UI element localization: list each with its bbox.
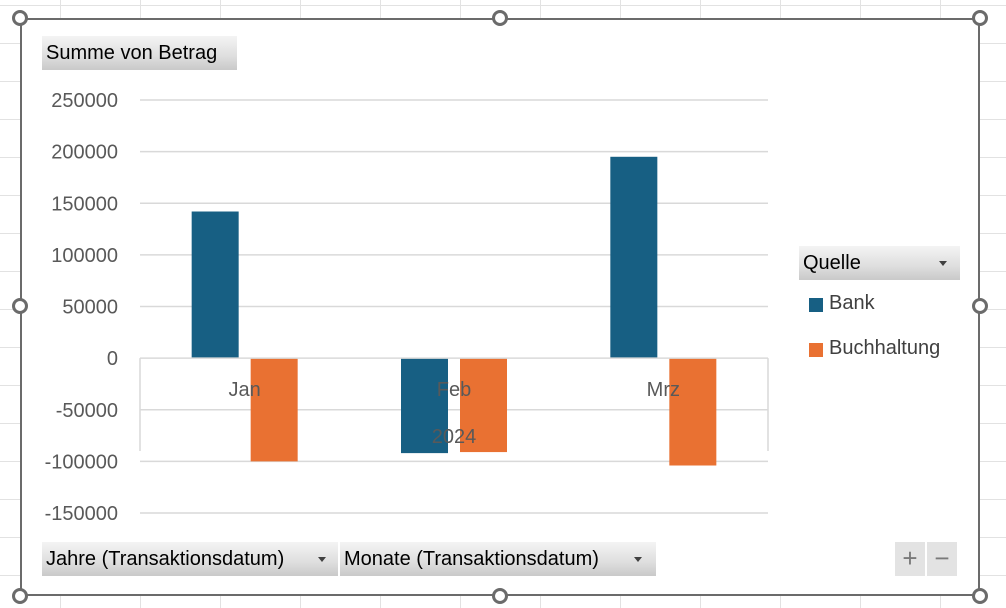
legend-field-label: Quelle	[803, 252, 861, 274]
legend-field-button[interactable]: Quelle	[799, 246, 960, 280]
plus-icon: +	[902, 543, 918, 573]
category-label: Jan	[229, 379, 261, 401]
bar-bank-mrz	[610, 156, 658, 359]
value-field-button[interactable]: Summe von Betrag	[42, 36, 237, 70]
bars	[191, 156, 717, 466]
legend-swatch-bank	[809, 298, 823, 312]
legend-swatch-buchhaltung	[809, 343, 823, 357]
category-axis	[139, 357, 769, 451]
bar-bank-jan	[191, 211, 239, 359]
bar-buchhaltung-mrz	[669, 358, 717, 466]
y-tick-label: 50000	[62, 297, 118, 319]
category-labels: Jan Feb Mrz 2024	[229, 379, 680, 448]
axis-field-label-months: Monate (Transaktionsdatum)	[344, 548, 599, 570]
resize-handle-middle-left[interactable]	[12, 298, 28, 314]
value-field-label: Summe von Betrag	[46, 42, 218, 64]
axis-field-button-months[interactable]: Monate (Transaktionsdatum)	[340, 542, 656, 576]
bar-bank-feb	[401, 358, 448, 454]
value-axis-labels: 250000 200000 150000 100000 50000 0 -50000 -100…	[45, 90, 118, 525]
axis-field-button-years[interactable]: Jahre (Transaktionsdatum)	[42, 542, 338, 576]
y-tick-label: -100000	[45, 451, 118, 473]
bar-buchhaltung-jan	[250, 358, 298, 462]
resize-handle-bottom-center[interactable]	[492, 588, 508, 604]
y-tick-label: 250000	[51, 90, 118, 112]
resize-handle-middle-right[interactable]	[972, 298, 988, 314]
dropdown-arrow-icon[interactable]	[939, 261, 947, 266]
y-tick-label: 200000	[51, 142, 118, 164]
resize-handle-top-center[interactable]	[492, 10, 508, 26]
y-tick-label: 150000	[51, 193, 118, 215]
category-label: Mrz	[647, 379, 680, 401]
y-tick-label: -150000	[45, 503, 118, 525]
gridlines	[140, 99, 768, 514]
resize-handle-top-right[interactable]	[972, 10, 988, 26]
category-label: Feb	[437, 379, 471, 401]
expand-field-button[interactable]: +	[895, 542, 925, 576]
legend-label-bank: Bank	[829, 292, 875, 314]
resize-handle-top-left[interactable]	[12, 10, 28, 26]
y-tick-label: 0	[107, 348, 118, 370]
resize-handle-bottom-left[interactable]	[12, 588, 28, 604]
minus-icon: −	[934, 543, 950, 573]
category-group-label: 2024	[432, 426, 477, 448]
bar-buchhaltung-feb	[460, 358, 507, 453]
resize-handle-bottom-right[interactable]	[972, 588, 988, 604]
axis-field-label-years: Jahre (Transaktionsdatum)	[46, 548, 285, 570]
y-tick-label: -50000	[56, 400, 118, 422]
collapse-field-button[interactable]: −	[927, 542, 957, 576]
dropdown-arrow-icon[interactable]	[634, 557, 642, 562]
y-tick-label: 100000	[51, 245, 118, 267]
legend-label-buchhaltung: Buchhaltung	[829, 337, 941, 359]
dropdown-arrow-icon[interactable]	[318, 557, 326, 562]
